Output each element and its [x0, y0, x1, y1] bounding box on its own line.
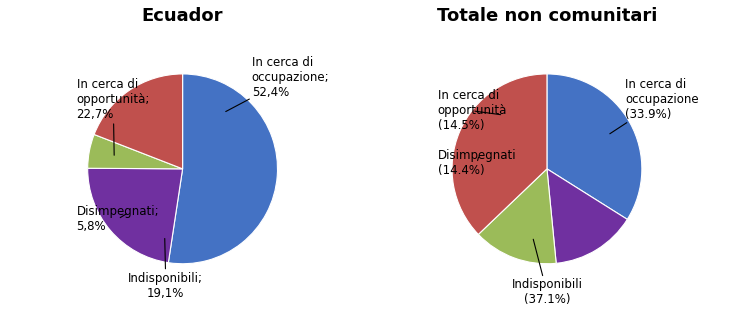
Text: In cerca di
occupazione;
52,4%: In cerca di occupazione; 52,4% — [226, 56, 330, 112]
Text: Indisponibili;
19,1%: Indisponibili; 19,1% — [128, 238, 203, 300]
Wedge shape — [479, 169, 556, 264]
Text: Disimpegnati
(14.4%): Disimpegnati (14.4%) — [437, 149, 516, 177]
Text: Disimpegnati;
5,8%: Disimpegnati; 5,8% — [76, 205, 159, 233]
Title: Totale non comunitari: Totale non comunitari — [436, 7, 657, 25]
Wedge shape — [547, 74, 642, 219]
Text: In cerca di
occupazione
(33.9%): In cerca di occupazione (33.9%) — [610, 78, 699, 134]
Wedge shape — [87, 134, 182, 169]
Wedge shape — [547, 169, 628, 263]
Title: Ecuador: Ecuador — [142, 7, 223, 25]
Wedge shape — [87, 168, 182, 263]
Text: In cerca di
opportunità
(14.5%): In cerca di opportunità (14.5%) — [437, 89, 507, 132]
Wedge shape — [452, 74, 547, 234]
Wedge shape — [94, 74, 182, 169]
Wedge shape — [168, 74, 277, 264]
Text: Indisponibili
(37.1%): Indisponibili (37.1%) — [511, 239, 582, 306]
Text: In cerca di
opportunità;
22,7%: In cerca di opportunità; 22,7% — [76, 78, 150, 155]
